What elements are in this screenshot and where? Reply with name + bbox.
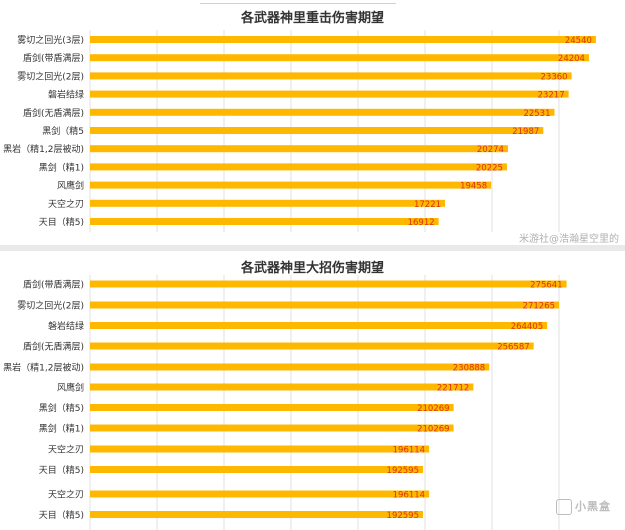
category-label: 天空之刃 [48,489,84,501]
data-label: 24540 [565,36,592,46]
bar-2-8 [90,445,430,453]
bar-1-10 [90,218,439,225]
data-label: 20274 [477,145,504,155]
category-label: 天目（精5) [39,509,84,521]
data-label: 221712 [437,384,469,394]
bar-2-0 [90,280,567,288]
bar-2-3 [90,342,534,350]
bar-1-7 [90,163,507,171]
category-label: 天空之刃 [48,198,84,210]
bar-2-11 [90,511,424,518]
bar-2-7 [90,424,454,432]
category-label: 黑剑（精1) [39,161,84,173]
category-label: 黑剑（精1) [39,423,84,435]
bar-2-1 [90,301,560,309]
category-label: 盾剑(带盾满层) [23,52,84,64]
bar-2-6 [90,404,454,411]
chart-title-1: 各武器神里重击伤害期望 [240,11,384,26]
data-label: 256587 [497,343,529,353]
data-label: 192595 [387,466,419,476]
category-label: 黑剑（精5) [39,402,84,414]
chart-panel-2: 各武器神里大招伤害期望 盾剑(带盾满层) 275641 雾切之回光(2层) 27126… [0,251,625,530]
data-label: 21987 [512,127,539,137]
data-label: 19458 [460,182,487,192]
category-label: 天空之刃 [48,444,84,456]
data-label: 275641 [530,281,562,291]
bar-2-9 [90,466,424,473]
data-label: 196114 [393,446,425,456]
chart-title-2: 各武器神里大招伤害期望 [240,261,384,276]
bar-2-5 [90,383,474,391]
data-label: 264405 [511,322,543,332]
data-label: 22531 [523,109,550,119]
category-label: 雾切之回光(2层) [17,300,84,312]
watermark-text: 米游社@浩瀚星空里的 [519,234,619,245]
data-label: 210269 [417,425,449,435]
bar-1-5 [90,127,544,134]
data-label: 196114 [393,491,425,501]
category-label: 盾剑(带盾满层) [23,279,84,291]
brand-watermark: 小黑盒 [556,498,611,515]
bar-1-3 [90,90,569,98]
bar-1-9 [90,199,446,207]
data-label: 230888 [453,364,485,374]
bar-2-10 [90,490,430,498]
category-label: 磐岩结绿 [48,89,84,101]
data-label: 16912 [408,218,435,228]
category-label: 风鹰剑 [57,382,84,394]
title-rule [200,3,396,4]
brand-watermark-text: 小黑盒 [575,500,611,513]
data-label: 210269 [417,404,449,414]
chart-panel-1: 各武器神里重击伤害期望 雾切之回光(3层) 24540 盾剑(带盾满层) 24204 雾… [0,0,625,245]
bar-1-8 [90,181,492,189]
data-label: 20225 [476,163,503,173]
bar-1-0 [90,36,596,43]
category-label: 盾剑(无盾满层) [23,341,84,353]
category-label: 黑剑（精5 [42,125,84,137]
data-label: 23360 [541,72,568,82]
category-label: 雾切之回光(3层) [17,34,84,46]
bar-1-1 [90,54,589,62]
category-label: 天目（精5) [39,216,84,228]
category-label: 盾剑(无盾满层) [23,107,84,119]
category-label: 黑岩（精1,2层被动) [3,362,84,374]
data-label: 271265 [523,302,555,312]
bar-2-2 [90,322,548,329]
category-label: 天目（精5) [39,464,84,476]
category-label: 磐岩结绿 [48,320,84,332]
box-logo-icon [556,499,572,515]
data-label: 24204 [558,54,585,64]
data-label: 23217 [538,91,565,101]
bar-1-2 [90,72,572,80]
category-label: 风鹰剑 [57,180,84,192]
data-label: 192595 [387,511,419,521]
category-label: 雾切之回光(2层) [17,70,84,82]
bar-2-4 [90,363,490,371]
bar-1-4 [90,108,555,116]
bar-chart-2: 盾剑(带盾满层) 275641 雾切之回光(2层) 271265 磐岩结绿 264405 盾… [3,275,567,530]
data-label: 17221 [414,200,441,210]
bar-chart-1: 雾切之回光(3层) 24540 盾剑(带盾满层) 24204 雾切之回光(2层) 2336… [3,30,596,232]
category-label: 黑岩（精1,2层被动) [3,143,84,155]
bar-1-6 [90,145,508,153]
